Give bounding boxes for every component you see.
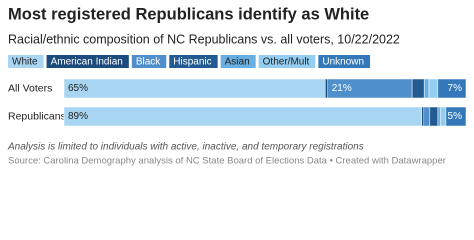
- bar-segment: [437, 78, 467, 99]
- source: Source: Carolina Demography analysis of …: [8, 156, 446, 167]
- bar-segment: [440, 106, 447, 127]
- legend-swatch: [258, 55, 316, 68]
- legend-swatch: [169, 55, 218, 68]
- legend-label: Other/Mult: [263, 57, 310, 68]
- bar-segment: [429, 106, 439, 127]
- legend-swatch: [318, 55, 371, 68]
- legend-label: Hispanic: [173, 57, 211, 68]
- bar-segment: [325, 78, 328, 99]
- legend-label: Asian: [225, 57, 250, 68]
- bar-segment: [428, 78, 439, 99]
- legend-label: Black: [136, 57, 161, 68]
- legend-swatch: [131, 55, 167, 68]
- value-label: 7%: [448, 83, 463, 94]
- value-label: 89%: [68, 111, 88, 122]
- chart-subtitle: Racial/ethnic composition of NC Republic…: [8, 32, 400, 46]
- bar-segment: [423, 106, 431, 127]
- bar-segment: [411, 78, 425, 99]
- chart-title: Most registered Republicans identify as …: [8, 5, 369, 23]
- chart: Most registered Republicans identify as …: [7, 5, 467, 167]
- bar-segment: [445, 106, 467, 127]
- value-label: 65%: [68, 83, 88, 94]
- bar-segment: [423, 78, 430, 99]
- bar-segment: [437, 106, 441, 127]
- value-label: 21%: [332, 83, 352, 94]
- legend-label: White: [12, 57, 38, 68]
- legend-swatch: [220, 55, 256, 68]
- y-tick-label: Republicans: [8, 110, 66, 122]
- bar-segment: [63, 106, 423, 127]
- bar-segment: [421, 106, 425, 127]
- legend-label: Unknown: [322, 57, 364, 68]
- y-tick-label: All Voters: [8, 82, 52, 94]
- notes: Analysis is limited to individuals with …: [7, 142, 364, 153]
- legend-swatch: [46, 55, 129, 68]
- bar-segment: [63, 78, 326, 99]
- value-label: 5%: [448, 111, 463, 122]
- legend-label: American Indian: [51, 57, 123, 68]
- legend-swatch: [8, 55, 44, 68]
